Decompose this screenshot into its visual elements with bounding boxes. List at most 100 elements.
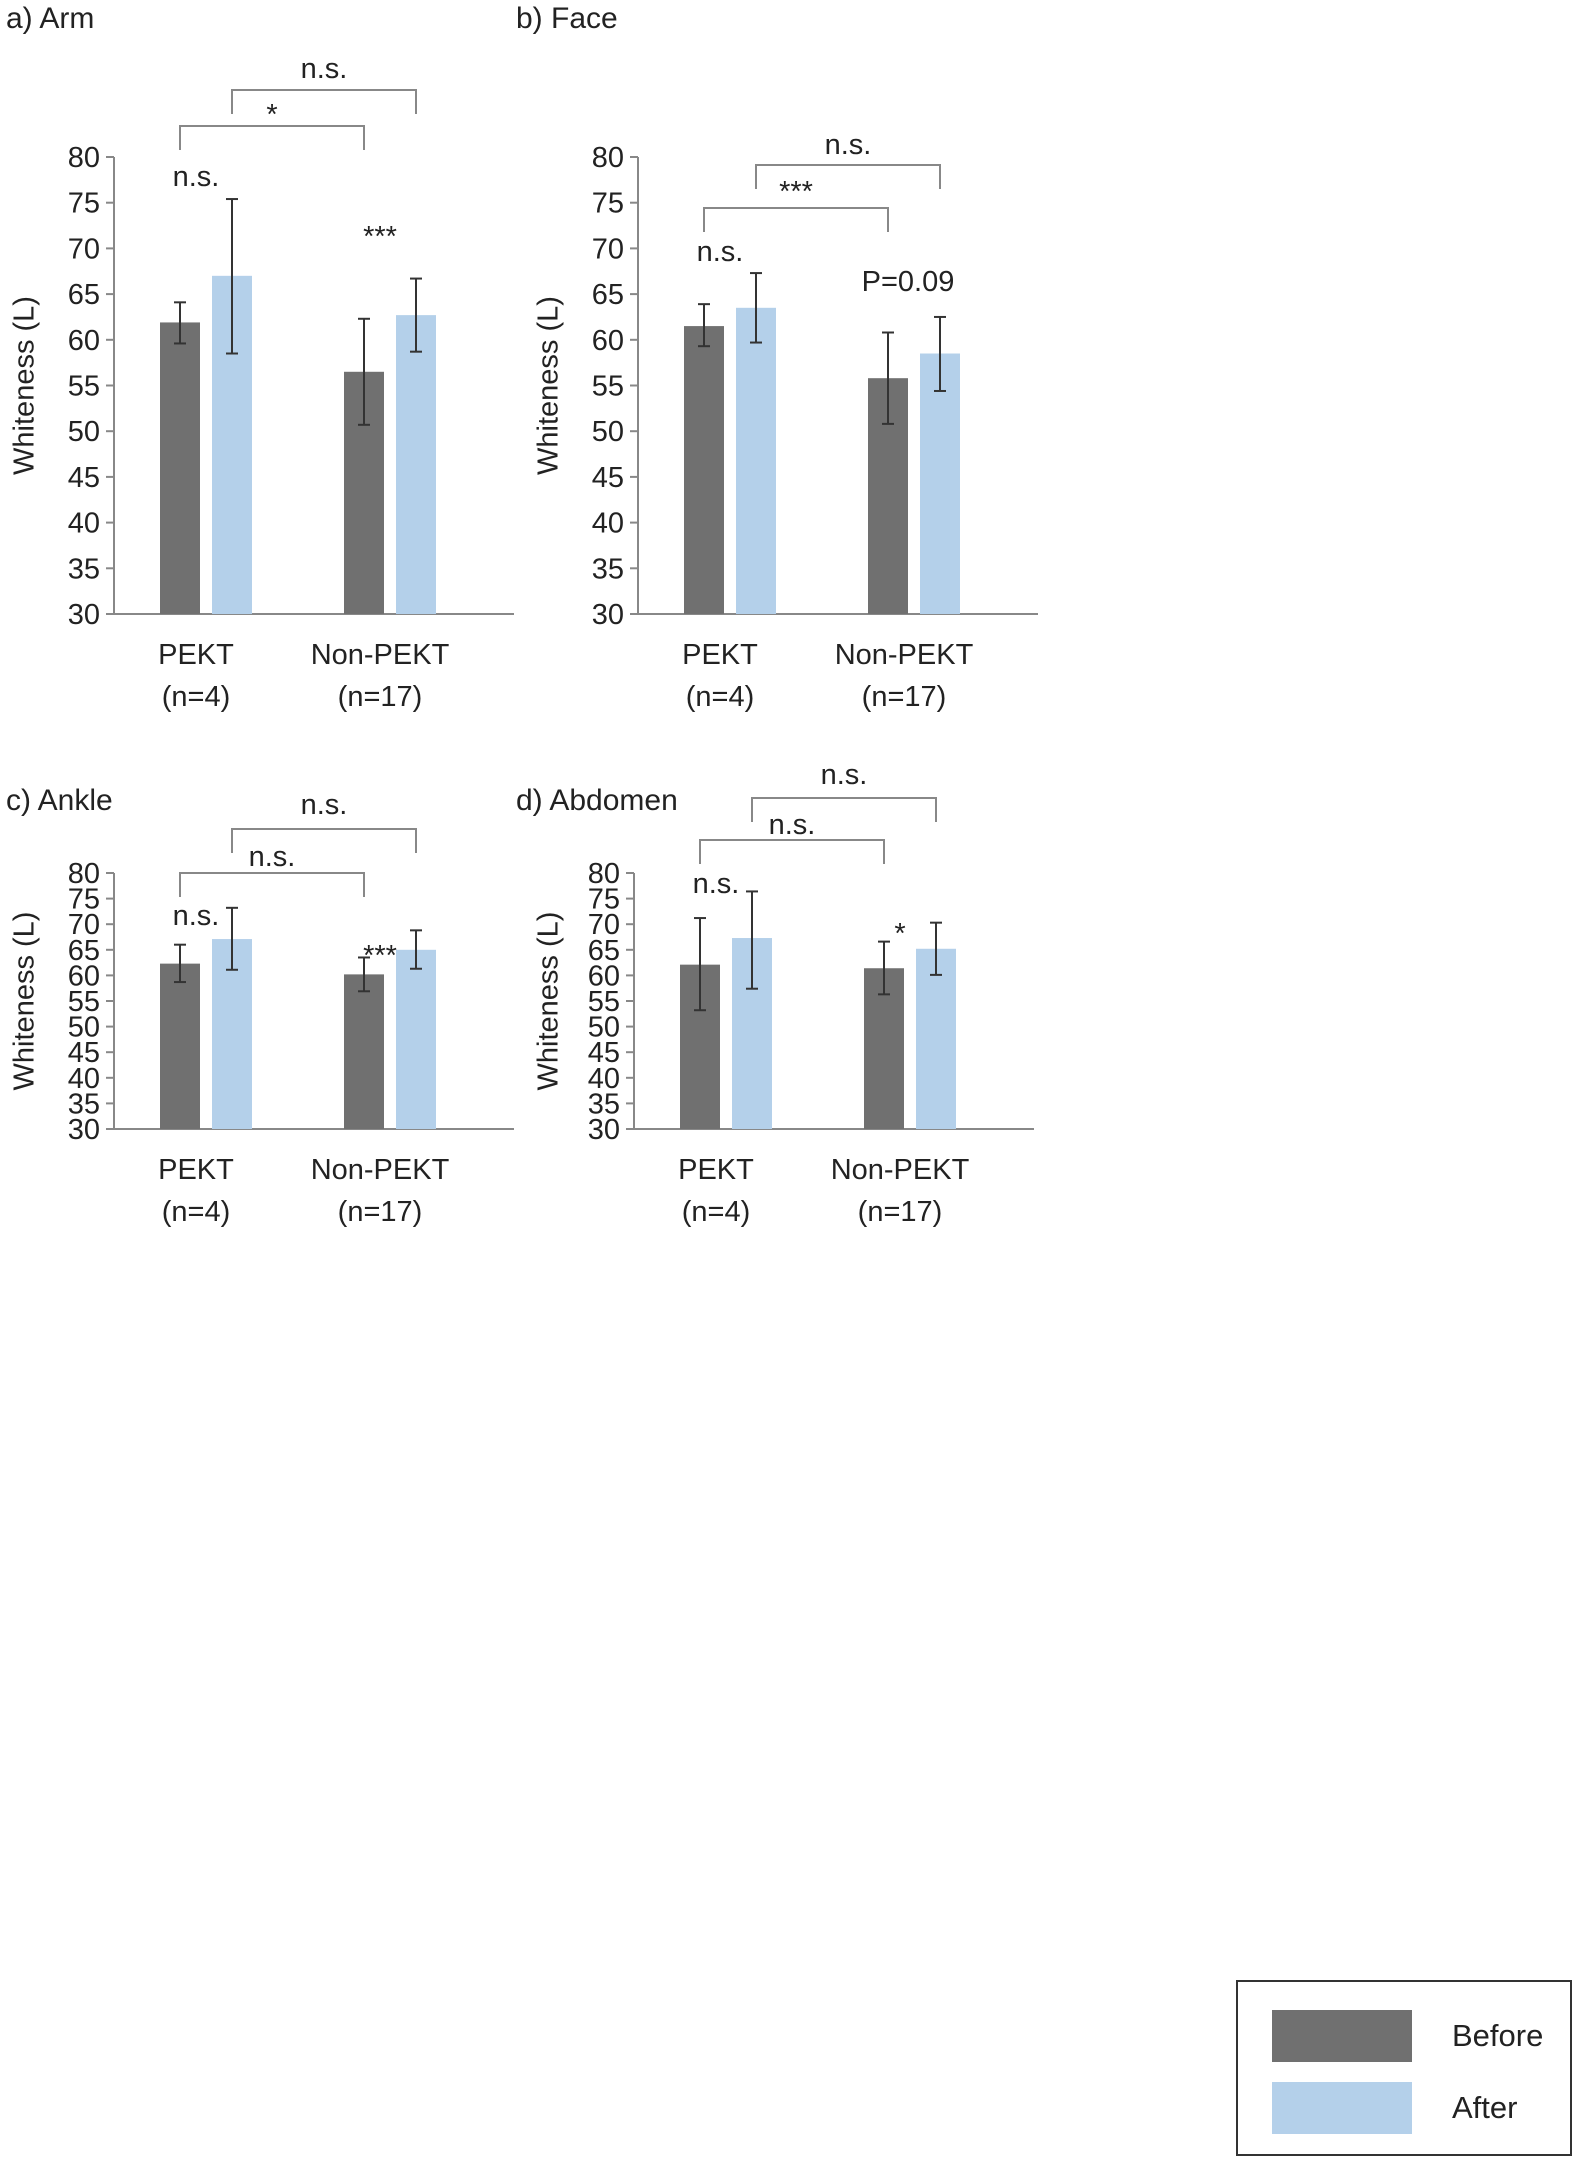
within-group-annotation: *** [363,940,397,972]
y-tick-label: 80 [68,858,100,890]
bar-after-non-pekt [396,315,436,614]
legend: Before After [1236,1980,1572,2156]
panel-title: b) Face [516,2,618,35]
y-tick-label: 30 [592,599,624,631]
y-axis-label: Whiteness (L) [533,912,565,1091]
legend-item-after: After [1272,2082,1517,2134]
y-tick-label: 50 [592,416,624,448]
bar-before-pekt [684,326,724,614]
y-tick-label: 50 [68,416,100,448]
y-tick-label: 30 [68,1114,100,1146]
y-tick-label: 35 [68,1088,100,1120]
y-tick-label: 40 [588,1063,620,1095]
y-tick-label: 70 [68,233,100,265]
bracket-before [699,839,885,864]
within-group-annotation: P=0.09 [862,266,955,298]
x-category-label: Non-PEKT [831,1154,970,1186]
y-tick-label: 40 [68,508,100,540]
y-tick-label: 55 [68,371,100,403]
within-group-annotation: n.s. [173,161,220,193]
y-tick-label: 45 [68,462,100,494]
bracket-before-label: n.s. [249,841,296,873]
legend-label-before: Before [1452,2018,1544,2053]
bracket-before-label: * [266,99,277,131]
y-tick-label: 50 [68,1012,100,1044]
bar-after-non-pekt [920,353,960,614]
y-tick-label: 70 [588,909,620,941]
x-category-n-label: (n=17) [338,1196,423,1228]
within-group-annotation: * [894,918,905,950]
legend-swatch-after [1272,2082,1412,2134]
y-axis-label: Whiteness (L) [9,296,41,475]
y-tick-label: 65 [68,935,100,967]
y-tick-label: 50 [588,1012,620,1044]
y-tick-label: 30 [588,1114,620,1146]
y-tick-label: 35 [592,553,624,585]
bar-after-pekt [736,307,776,614]
y-tick-label: 45 [588,1037,620,1069]
y-tick-label: 35 [68,553,100,585]
y-tick-label: 75 [68,884,100,916]
x-category-label: PEKT [158,1154,234,1186]
x-category-label: PEKT [678,1154,754,1186]
y-tick-label: 80 [68,142,100,174]
bracket-after-label: n.s. [301,789,348,821]
y-tick-label: 35 [588,1088,620,1120]
y-tick-label: 70 [68,909,100,941]
chart-panel-1: a) Arm 30 35 40 45 50 55 60 65 70 75 80 Whiteness (L… [6,2,514,713]
bracket-before-label: *** [779,176,813,208]
bar-before-non-pekt [344,974,384,1129]
y-tick-label: 55 [68,986,100,1018]
bracket-before [179,872,365,897]
x-category-n-label: (n=4) [686,681,755,713]
y-tick-label: 80 [588,858,620,890]
y-tick-label: 65 [588,935,620,967]
bracket-before [179,125,365,150]
within-group-annotation: n.s. [693,868,740,900]
bar-after-non-pekt [396,949,436,1129]
y-tick-label: 30 [68,599,100,631]
bar-before-pekt [160,963,200,1129]
within-group-annotation: n.s. [697,236,744,268]
panel-title: a) Arm [6,2,94,35]
legend-label-after: After [1452,2090,1518,2125]
x-category-n-label: (n=17) [338,681,423,713]
y-tick-label: 75 [68,188,100,220]
y-tick-label: 40 [68,1063,100,1095]
x-category-label: PEKT [682,639,758,671]
within-group-annotation: n.s. [173,900,220,932]
bracket-after [751,797,937,822]
y-tick-label: 45 [592,462,624,494]
bracket-after-label: n.s. [301,53,348,85]
y-tick-label: 55 [592,371,624,403]
bracket-before [703,207,889,232]
bracket-after [231,828,417,853]
chart-panel-2: b) Face 30 35 40 45 50 55 60 65 70 75 80 Whiteness (… [516,2,1038,713]
within-group-annotation: *** [363,221,397,253]
legend-swatch-before [1272,2010,1412,2062]
bar-after-non-pekt [916,948,956,1129]
x-category-label: PEKT [158,639,234,671]
y-tick-label: 80 [592,142,624,174]
y-tick-label: 60 [592,325,624,357]
y-tick-label: 60 [68,325,100,357]
x-category-n-label: (n=17) [858,1196,943,1228]
y-tick-label: 75 [592,188,624,220]
y-tick-label: 60 [68,960,100,992]
panel-title: d) Abdomen [516,784,678,817]
y-axis-label: Whiteness (L) [533,296,565,475]
bracket-after-label: n.s. [821,759,868,791]
y-tick-label: 65 [68,279,100,311]
x-category-label: Non-PEKT [311,639,450,671]
bracket-after [231,89,417,114]
x-category-label: Non-PEKT [835,639,974,671]
x-category-n-label: (n=4) [162,681,231,713]
bar-before-pekt [160,322,200,614]
x-category-n-label: (n=4) [682,1196,751,1228]
y-axis-label: Whiteness (L) [9,912,41,1091]
x-category-label: Non-PEKT [311,1154,450,1186]
y-tick-label: 45 [68,1037,100,1069]
